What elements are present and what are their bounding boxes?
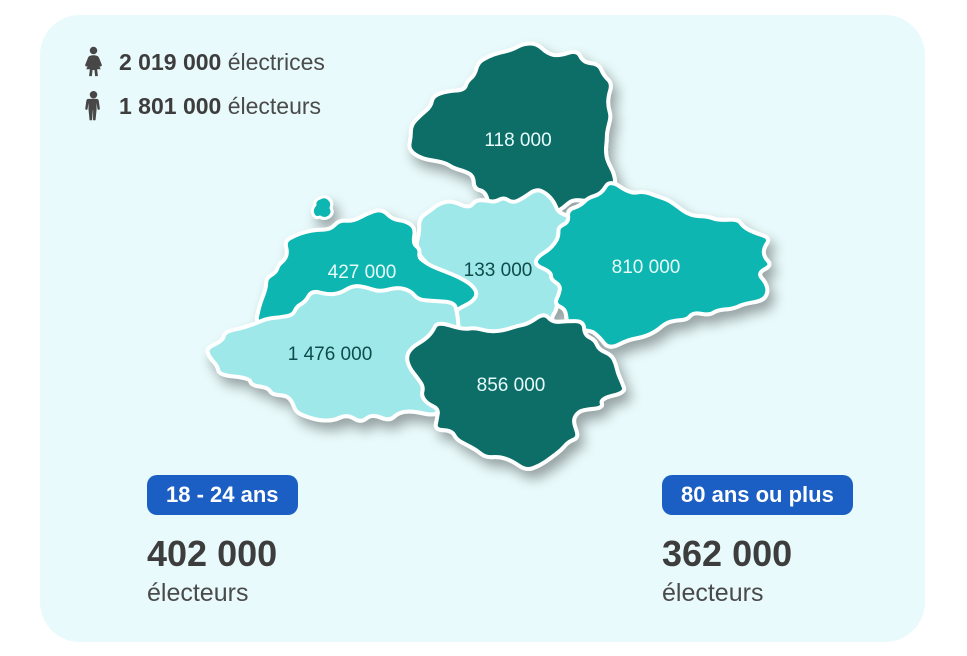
svg-text:133 000: 133 000 [464,260,533,281]
svg-text:810 000: 810 000 [612,257,681,278]
svg-text:118 000: 118 000 [484,130,551,151]
svg-text:1 476 000: 1 476 000 [288,344,373,365]
svg-text:856 000: 856 000 [477,375,546,396]
svg-text:427 000: 427 000 [328,262,397,283]
